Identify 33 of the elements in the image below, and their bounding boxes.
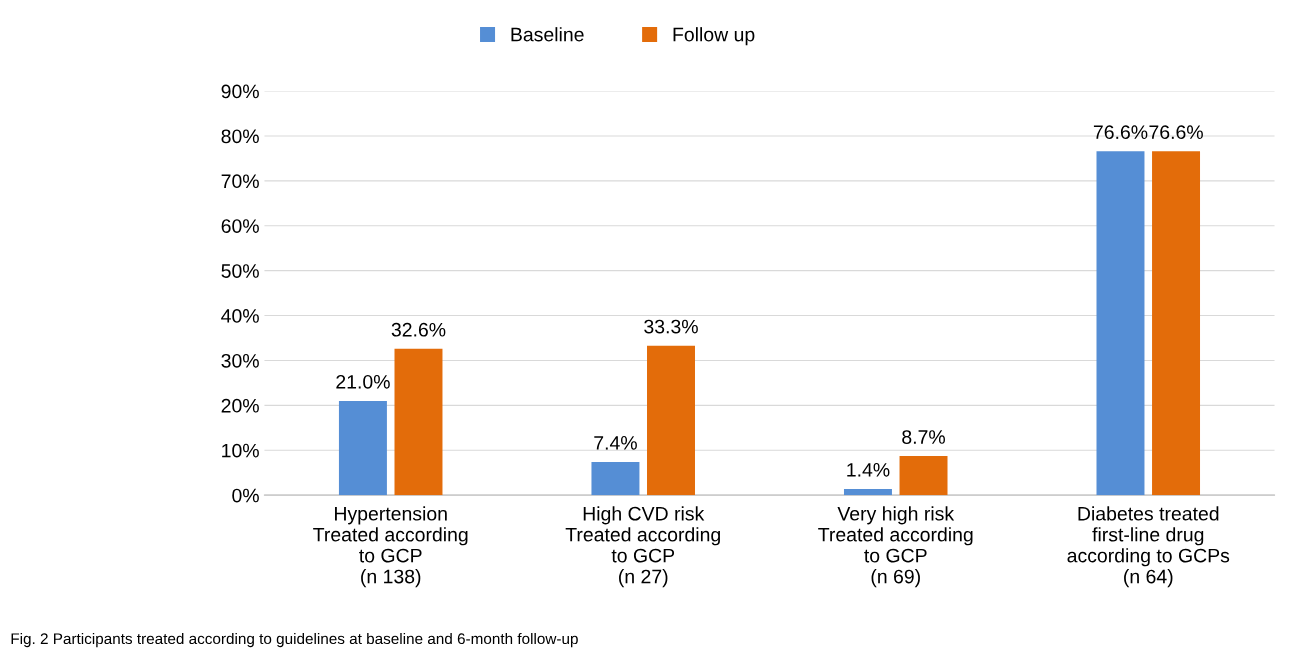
bar bbox=[591, 461, 640, 496]
data-label: 21.0% bbox=[336, 374, 390, 389]
legend-label: Follow up bbox=[673, 27, 755, 46]
x-tick-label: Very high risk Treated according to GCP (n 69) bbox=[818, 506, 973, 588]
bar bbox=[338, 400, 387, 496]
data-label: 7.4% bbox=[594, 436, 637, 450]
x-tick-label: Diabetes treated first-line drug according to GCPs (n 64) bbox=[1067, 506, 1230, 588]
bar bbox=[647, 345, 695, 496]
bar bbox=[1152, 151, 1201, 496]
y-tick-label: 60% bbox=[221, 219, 259, 233]
data-label: 76.6% bbox=[1149, 125, 1203, 140]
bar bbox=[394, 348, 443, 496]
y-tick-label: 40% bbox=[221, 309, 259, 323]
caption: Fig. 2 Participants treated according to guidelines at baseline and 6-month follow-up bbox=[11, 632, 578, 648]
data-label: 76.6% bbox=[1093, 125, 1148, 140]
bar bbox=[1096, 151, 1145, 496]
data-label: 33.3% bbox=[644, 319, 698, 334]
y-tick-label: 90% bbox=[221, 84, 259, 99]
x-tick-label: Hypertension Treated according to GCP (n 138) bbox=[313, 506, 468, 588]
y-tick-label: 70% bbox=[221, 174, 259, 189]
bar bbox=[843, 488, 892, 496]
y-tick-label: 30% bbox=[221, 353, 259, 368]
y-tick-label: 80% bbox=[221, 129, 259, 144]
x-tick-label: High CVD risk Treated according to GCP (n 27) bbox=[565, 506, 720, 588]
bar bbox=[899, 456, 948, 496]
legend-label: Baseline bbox=[511, 27, 584, 42]
y-tick-label: 20% bbox=[221, 398, 259, 413]
y-tick-label: 10% bbox=[222, 443, 259, 458]
data-label: 8.7% bbox=[902, 430, 945, 444]
y-tick-label: 50% bbox=[221, 264, 259, 278]
y-tick-label: 0% bbox=[232, 488, 259, 503]
data-label: 32.6% bbox=[391, 322, 446, 337]
data-label: 1.4% bbox=[847, 463, 890, 477]
